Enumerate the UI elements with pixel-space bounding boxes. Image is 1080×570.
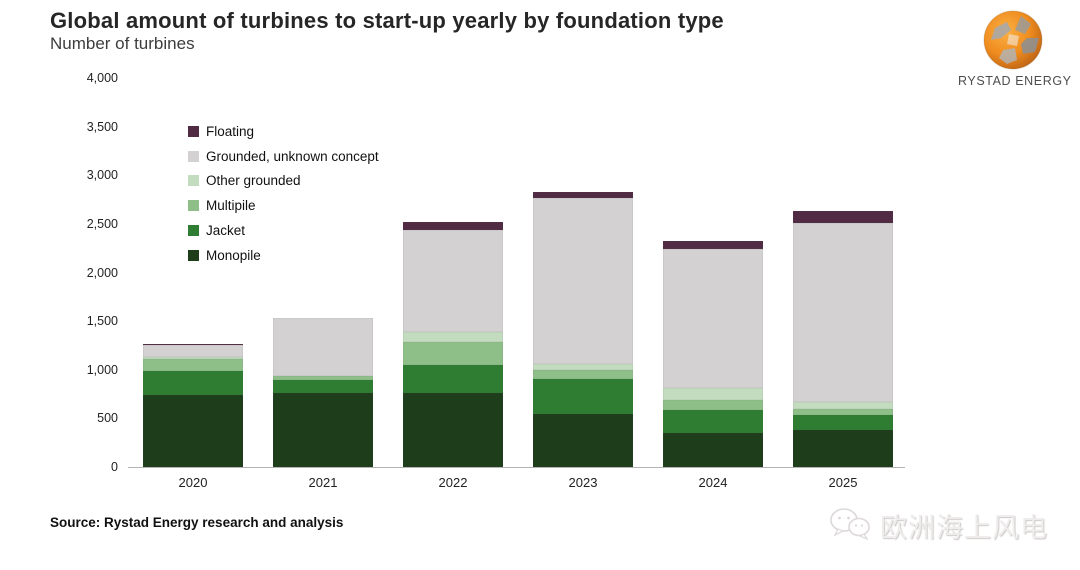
bar-segment-other-grounded [533, 363, 633, 370]
bar-segment-multipile [533, 369, 633, 380]
legend-item: Other grounded [188, 169, 379, 194]
y-tick-label: 0 [111, 460, 118, 474]
bar-segment-jacket [143, 370, 243, 396]
bar-segment-jacket [273, 380, 373, 394]
bar-segment-floating [663, 241, 763, 250]
bar-segment-other-grounded [143, 356, 243, 360]
x-tick-label: 2021 [308, 475, 338, 490]
bar-segment-monopile [533, 413, 633, 467]
legend-item: Grounded, unknown concept [188, 144, 379, 169]
y-tick-label: 1,000 [86, 362, 118, 377]
bar-segment-grounded-unknown-concept [793, 222, 893, 402]
legend-item: Monopile [188, 243, 379, 268]
bar-segment-multipile [273, 375, 373, 381]
x-tick-label: 2020 [178, 475, 208, 490]
legend-item: Jacket [188, 218, 379, 243]
bar-segment-grounded-unknown-concept [273, 318, 373, 376]
legend-label: Multipile [206, 198, 256, 214]
globe-icon [983, 10, 1043, 70]
bar-segment-multipile [793, 408, 893, 416]
chart-subtitle: Number of turbines [50, 34, 195, 53]
bar-segment-multipile [143, 359, 243, 371]
bar-segment-jacket [533, 379, 633, 414]
bar-segment-grounded-unknown-concept [143, 345, 243, 357]
bar-segment-monopile [403, 393, 503, 467]
bar-segment-other-grounded [663, 388, 763, 400]
x-tick-label: 2025 [828, 475, 858, 490]
legend-swatch [188, 125, 199, 137]
legend-swatch [188, 225, 199, 237]
y-axis: 4,000 3,500 3,000 2,500 2,000 1,500 1,000 500 0 [30, 70, 118, 474]
y-tick-label: 500 [97, 411, 118, 426]
y-tick-label: 1,500 [86, 314, 118, 329]
legend-item: Multipile [188, 193, 379, 218]
bar-segment-other-grounded [793, 401, 893, 409]
legend-swatch [188, 175, 199, 187]
bar-segment-jacket [403, 364, 503, 394]
legend-label: Floating [206, 123, 255, 139]
bar-segment-floating [143, 343, 243, 346]
x-tick-label: 2022 [438, 475, 468, 490]
x-axis: 2020 2021 2022 2023 2024 2025 [128, 475, 905, 495]
watermark-text: 欧洲海上风电 [880, 512, 1048, 543]
source-note: Source: Rystad Energy research and analy… [50, 515, 344, 530]
y-tick-label: 2,000 [86, 265, 118, 280]
bar-segment-jacket [793, 415, 893, 431]
watermark: 欧洲海上风电 [828, 500, 1073, 550]
bar-segment-other-grounded [403, 331, 503, 342]
bar-segment-monopile [273, 393, 373, 467]
y-tick-label: 4,000 [86, 71, 118, 85]
legend-label: Jacket [206, 223, 246, 239]
bar-segment-jacket [663, 409, 763, 433]
legend-swatch [188, 200, 199, 212]
bar-segment-multipile [663, 399, 763, 410]
x-tick-label: 2023 [568, 475, 598, 490]
bar-segment-monopile [663, 432, 763, 467]
bar-segment-grounded-unknown-concept [403, 229, 503, 332]
bar-segment-multipile [403, 341, 503, 365]
bar-segment-floating [403, 221, 503, 230]
legend-item: Floating [188, 119, 379, 144]
stacked-bar-2025 [793, 211, 893, 467]
chart-title: Global amount of turbines to start-up ye… [50, 8, 724, 33]
bar-segment-monopile [793, 430, 893, 467]
legend-swatch [188, 150, 199, 162]
legend-swatch [188, 249, 199, 261]
bar-segment-grounded-unknown-concept [663, 249, 763, 389]
stacked-bar-2020 [143, 343, 243, 467]
x-tick-label: 2024 [698, 475, 728, 490]
y-tick-label: 3,000 [86, 168, 118, 183]
logo-wordmark: RYSTAD ENERGY [958, 74, 1072, 88]
bar-segment-floating [793, 211, 893, 223]
bar-segment-monopile [143, 395, 243, 467]
legend: Floating Grounded, unknown concept Other g… [188, 119, 379, 268]
stacked-bar-2021 [273, 318, 373, 467]
bar-segment-grounded-unknown-concept [533, 197, 633, 364]
stacked-bar-2022 [403, 221, 503, 467]
rystad-energy-logo: RYSTAD ENERGY [958, 8, 1072, 88]
plot-area [128, 78, 905, 468]
legend-label: Other grounded [206, 173, 301, 189]
legend-label: Grounded, unknown concept [206, 148, 379, 164]
y-tick-label: 2,500 [86, 216, 118, 231]
legend-label: Monopile [206, 247, 261, 263]
stacked-bar-2023 [533, 191, 633, 467]
wechat-icon [830, 508, 870, 541]
y-tick-label: 3,500 [86, 119, 118, 134]
bar-segment-floating [533, 191, 633, 198]
stacked-bar-2024 [663, 241, 763, 467]
